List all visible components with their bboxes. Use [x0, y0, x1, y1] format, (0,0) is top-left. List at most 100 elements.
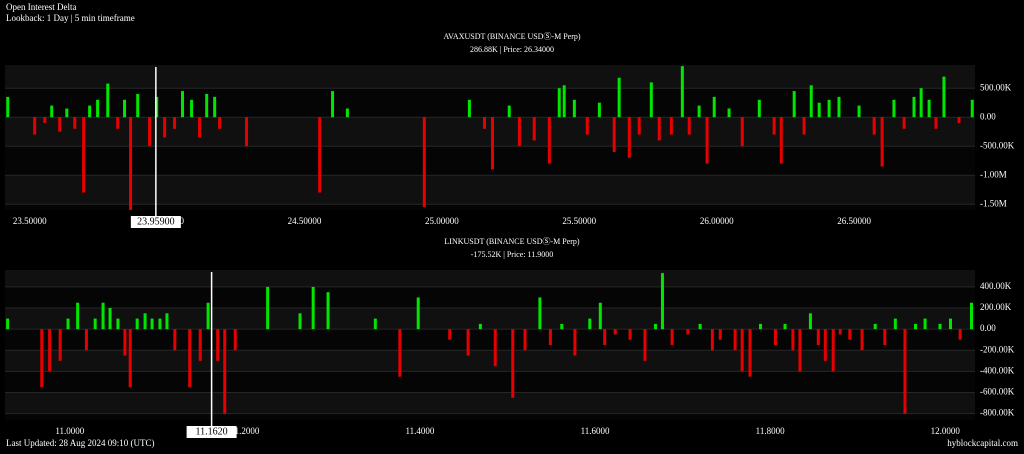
- bar: [913, 323, 917, 330]
- bar: [628, 329, 632, 340]
- bar: [912, 96, 916, 118]
- grid-band: [5, 308, 975, 330]
- bar: [613, 329, 617, 335]
- bar: [150, 318, 154, 330]
- bar: [158, 318, 162, 330]
- bar: [73, 117, 77, 129]
- bar: [808, 313, 812, 330]
- bar: [883, 329, 887, 345]
- bar: [136, 94, 140, 118]
- bar: [757, 99, 761, 118]
- bar: [48, 329, 52, 372]
- bar: [165, 313, 169, 330]
- bar: [873, 323, 877, 330]
- bar: [838, 329, 842, 335]
- bar: [123, 99, 127, 118]
- bar: [58, 329, 62, 361]
- bar: [733, 329, 737, 351]
- bar: [588, 318, 592, 330]
- bar: [938, 323, 942, 330]
- y-tick-label: 0.00: [980, 111, 996, 121]
- bar: [373, 318, 377, 330]
- bar: [188, 329, 192, 388]
- bar: [687, 117, 691, 135]
- bar: [816, 329, 820, 345]
- bar: [837, 96, 841, 118]
- bar: [740, 329, 744, 372]
- grid-band: [5, 204, 975, 210]
- bar: [740, 117, 744, 147]
- bar: [108, 308, 112, 330]
- y-tick-label: -600.00K: [980, 387, 1015, 397]
- bar: [705, 117, 709, 164]
- bar: [331, 91, 335, 118]
- bar: [718, 329, 722, 340]
- bar: [76, 302, 80, 330]
- bar: [101, 302, 105, 330]
- grid-band: [5, 88, 975, 118]
- x-tick-label: 11.6000: [581, 426, 610, 436]
- bar: [585, 117, 589, 135]
- bar: [205, 94, 209, 118]
- bar: [123, 329, 127, 356]
- bar: [791, 329, 795, 351]
- bar: [934, 117, 938, 129]
- chart-subtitle: -175.52K | Price: 11.9000: [471, 250, 553, 259]
- bar: [84, 329, 88, 351]
- bar: [958, 329, 962, 340]
- y-tick-label: 500.00K: [980, 82, 1012, 92]
- bar: [507, 105, 511, 118]
- bar: [190, 99, 194, 118]
- bar: [698, 323, 702, 330]
- bar: [802, 117, 806, 135]
- bar: [927, 99, 931, 118]
- grid-band: [5, 65, 975, 89]
- bar: [957, 117, 961, 123]
- bar: [155, 96, 159, 118]
- x-tick-label: 11.2000: [230, 426, 259, 436]
- grid-band: [5, 270, 975, 287]
- bar: [759, 323, 763, 330]
- bar: [680, 66, 684, 118]
- bar: [712, 96, 716, 118]
- bar: [872, 117, 876, 135]
- bar: [643, 329, 647, 361]
- crosshair-label: 11.1620: [196, 426, 228, 437]
- bar: [532, 117, 536, 141]
- y-tick-label: -1.50M: [980, 198, 1007, 208]
- bar: [697, 105, 701, 118]
- bar: [58, 117, 62, 132]
- y-tick-label: -400.00K: [980, 365, 1015, 375]
- x-tick-label: 11.8000: [756, 426, 785, 436]
- y-tick-label: -800.00K: [980, 408, 1015, 418]
- site: hyblockcapital.com: [947, 438, 1018, 448]
- y-tick-label: 0.00: [980, 323, 996, 333]
- bar: [573, 329, 577, 356]
- bar: [880, 117, 884, 167]
- bar: [727, 108, 731, 118]
- y-tick-label: -500.00K: [980, 140, 1015, 150]
- x-tick-label: 24.50000: [288, 216, 322, 226]
- bar: [649, 82, 653, 118]
- bar: [135, 318, 139, 330]
- bar: [617, 77, 621, 118]
- bar: [710, 329, 714, 351]
- x-tick-label: 26.00000: [700, 216, 734, 226]
- bar: [206, 302, 210, 330]
- bar: [163, 117, 167, 138]
- x-tick-label: 12.0000: [931, 426, 961, 436]
- bar: [547, 117, 551, 164]
- bar: [523, 329, 527, 351]
- x-tick-label: 25.50000: [562, 216, 596, 226]
- grid-band: [5, 175, 975, 205]
- bar: [216, 329, 220, 361]
- bar: [483, 117, 487, 129]
- bar: [560, 323, 564, 330]
- bar: [467, 99, 471, 118]
- bar: [218, 117, 222, 129]
- bar: [173, 329, 177, 351]
- bar: [213, 96, 217, 118]
- bar: [50, 105, 54, 118]
- crosshair-label-box: [186, 426, 237, 438]
- bar: [173, 117, 177, 129]
